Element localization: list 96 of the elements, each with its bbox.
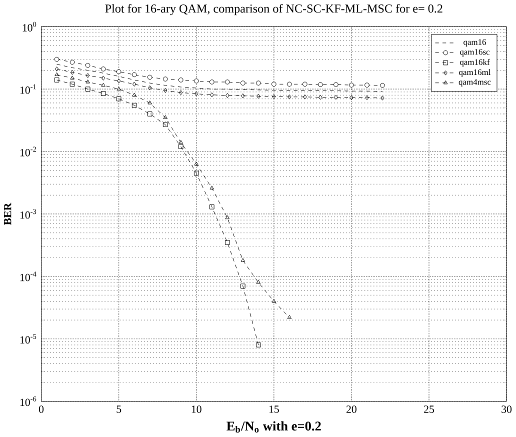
point	[226, 93, 230, 98]
point	[70, 82, 75, 87]
point	[100, 66, 106, 72]
point	[101, 76, 106, 81]
y-tick-label: 10$^{-4}$	[20, 272, 36, 282]
point	[303, 94, 307, 100]
point	[349, 82, 354, 88]
point	[132, 72, 137, 78]
point	[365, 95, 369, 100]
y-tick-label: 10$^{0}$	[22, 22, 36, 32]
point	[302, 82, 308, 87]
point	[54, 66, 59, 72]
point	[256, 94, 260, 99]
point	[194, 92, 198, 96]
point	[209, 204, 214, 210]
x-tick-label: 25	[424, 406, 434, 414]
point	[240, 284, 246, 289]
legend-label: qam16kf	[460, 59, 490, 67]
y-tick-label: 10$^{-2}$	[20, 147, 36, 157]
legend-label: qam4msc	[458, 79, 491, 87]
point	[101, 83, 106, 87]
point	[209, 80, 214, 85]
point	[132, 82, 136, 87]
point	[132, 92, 136, 97]
legend-label: qam16ml	[459, 69, 491, 77]
point	[162, 76, 168, 82]
point	[132, 103, 137, 108]
point	[288, 94, 292, 100]
point	[334, 82, 338, 88]
point	[86, 80, 90, 84]
point	[163, 88, 168, 94]
point	[54, 72, 59, 76]
point	[241, 94, 245, 98]
y-axis-title: BER	[4, 202, 12, 226]
point	[287, 315, 292, 320]
point	[85, 86, 90, 92]
point	[116, 70, 122, 74]
point	[70, 76, 74, 80]
x-tick-label: 15	[269, 406, 279, 414]
point	[194, 78, 199, 84]
point	[86, 73, 90, 78]
point	[380, 96, 384, 101]
x-tick-label: 20	[346, 406, 356, 414]
point	[148, 100, 152, 105]
point	[334, 95, 338, 100]
point	[116, 96, 122, 102]
point	[178, 78, 184, 83]
legend-label: qam16	[464, 39, 486, 47]
point	[147, 112, 152, 117]
y-tick-label: 10$^{-3}$	[20, 209, 36, 219]
x-axis-title: E$_{b}$/N$_{o}$ with e=0.2	[226, 421, 321, 433]
point	[54, 57, 60, 62]
point	[240, 80, 246, 86]
point	[380, 83, 385, 88]
point	[210, 186, 214, 190]
x-tick-label: 0	[38, 406, 44, 414]
point	[256, 342, 261, 348]
point	[148, 86, 152, 90]
point	[210, 92, 214, 98]
point	[178, 140, 183, 144]
point	[224, 240, 230, 246]
point	[271, 82, 276, 87]
x-tick-label: 30	[502, 406, 512, 414]
point	[224, 80, 230, 85]
legend-label: qam16sc	[460, 49, 490, 57]
point	[225, 216, 230, 220]
point	[350, 95, 354, 100]
point	[272, 299, 276, 303]
point	[85, 63, 90, 68]
point	[318, 95, 322, 100]
point	[70, 60, 75, 65]
y-tick-label: 10$^{-6}$	[20, 396, 36, 406]
point	[162, 122, 168, 128]
point	[147, 75, 152, 80]
point	[163, 115, 168, 120]
point	[194, 171, 199, 176]
point	[364, 82, 370, 88]
x-tick-label: 10	[192, 406, 202, 414]
point	[100, 91, 106, 96]
x-tick-label: 5	[116, 406, 122, 414]
point	[272, 94, 276, 100]
point	[240, 258, 246, 262]
y-tick-label: 10$^{-1}$	[20, 84, 36, 94]
chart-title: Plot for 16-ary QAM, comparison of NC-SC-KF-ML-MSC for e= 0.2	[105, 4, 442, 16]
point	[256, 80, 261, 86]
point	[116, 86, 121, 91]
point	[256, 280, 261, 284]
point	[70, 70, 74, 76]
point	[54, 78, 60, 83]
point	[318, 82, 323, 88]
point	[194, 162, 198, 166]
y-tick-label: 10$^{-5}$	[20, 334, 36, 344]
point	[286, 82, 292, 87]
point	[178, 90, 183, 96]
point	[178, 144, 184, 150]
point	[116, 78, 121, 84]
